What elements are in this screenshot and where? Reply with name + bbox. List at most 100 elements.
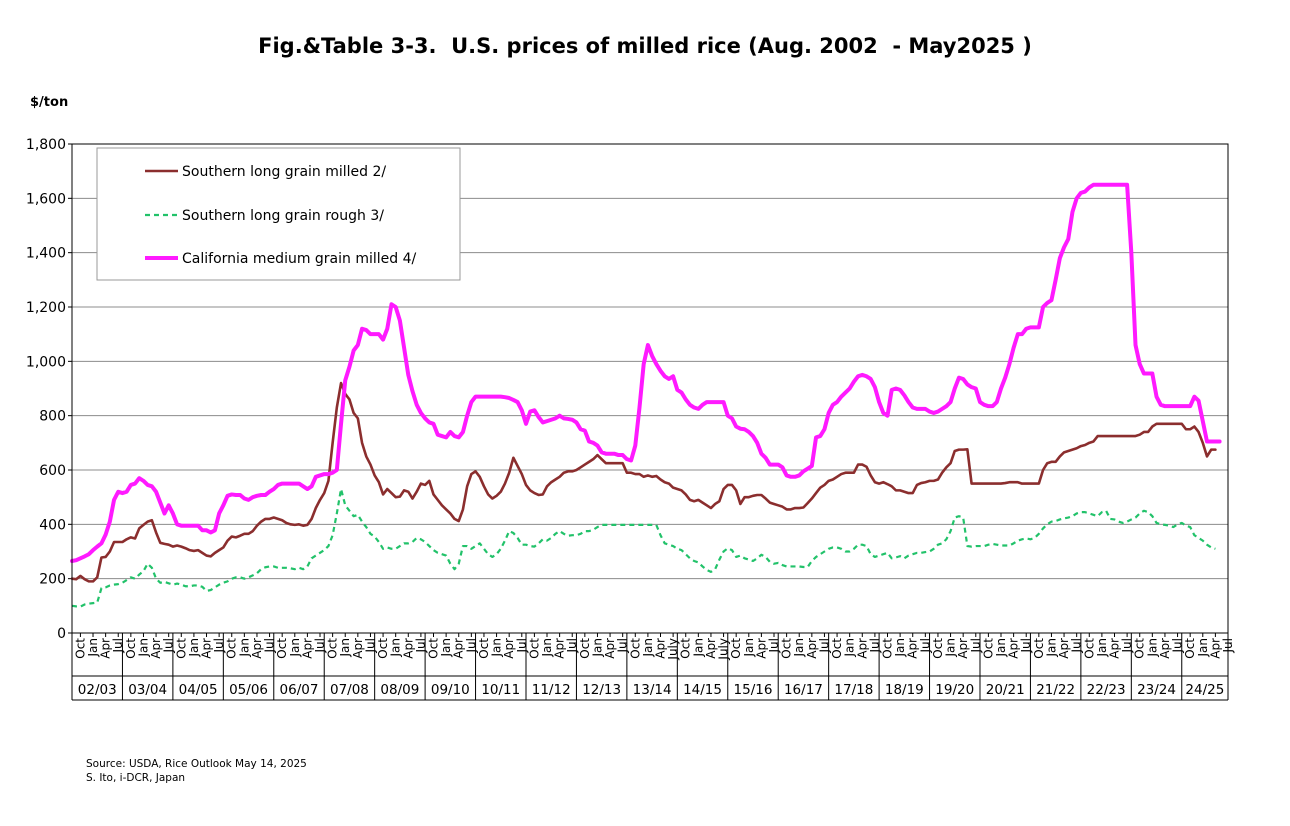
- x-tick-label: Jan: [1044, 638, 1058, 658]
- x-tick-label: Jan: [288, 638, 302, 658]
- x-tick-label: Jul: [464, 638, 478, 653]
- x-tick-label: Jan: [893, 638, 907, 658]
- x-tick-label: Oct: [477, 638, 491, 659]
- x-tick-label: Jul: [212, 638, 226, 653]
- marketing-year-label: 05/06: [229, 682, 268, 698]
- source-note: Source: USDA, Rice Outlook May 14, 2025: [86, 758, 307, 770]
- x-tick-label: Apr: [1158, 638, 1172, 659]
- x-tick-label: Jul: [565, 638, 579, 653]
- x-tick-label: Oct: [124, 638, 138, 659]
- author-note: S. Ito, i-DCR, Japan: [86, 772, 186, 784]
- x-tick-label: Apr: [603, 638, 617, 659]
- series-lines: [70, 182, 1222, 608]
- x-tick-label: Jan: [590, 638, 604, 658]
- x-tick-label: Apr: [149, 638, 163, 659]
- x-tick-label: Apr: [401, 638, 415, 659]
- x-tick-label: Oct: [1133, 638, 1147, 659]
- x-tick-label: Oct: [578, 638, 592, 659]
- y-tick-label: 1,800: [26, 137, 66, 153]
- x-tick-label: Apr: [805, 638, 819, 659]
- x-tick-label: Jul: [1070, 638, 1084, 653]
- x-tick-label: Jul: [515, 638, 529, 653]
- x-tick-label: Apr: [300, 638, 314, 659]
- x-tick-label: Oct: [427, 638, 441, 659]
- x-tick-label: Apr: [1208, 638, 1222, 659]
- y-tick-label: 1,200: [26, 300, 66, 316]
- plot-area-frame: [71, 143, 1229, 634]
- marketing-year-label: 22/23: [1087, 682, 1126, 698]
- marketing-year-label: 03/04: [128, 682, 167, 698]
- y-tick-label: 600: [39, 463, 66, 479]
- y-tick-label: 1,400: [26, 246, 66, 262]
- x-tick-label: Apr: [502, 638, 516, 659]
- x-tick-label: Jul: [918, 638, 932, 653]
- legend-label: Southern long grain rough 3/: [182, 208, 384, 224]
- x-tick-label: Oct: [830, 638, 844, 659]
- x-tick-label: Apr: [1057, 638, 1071, 659]
- x-tick-label: Apr: [754, 638, 768, 659]
- x-tick-label: Apr: [956, 638, 970, 659]
- x-tick-label: Oct: [981, 638, 995, 659]
- x-tick-label: Apr: [855, 638, 869, 659]
- marketing-year-label: 24/25: [1185, 682, 1224, 698]
- marketing-year-label: 18/19: [885, 682, 924, 698]
- x-tick-label: Jan: [792, 638, 806, 658]
- x-tick-label: Oct: [628, 638, 642, 659]
- series-line: [71, 487, 1216, 608]
- x-tick-label: Jul: [313, 638, 327, 653]
- x-tick-label: Apr: [704, 638, 718, 659]
- x-tick-label: Apr: [99, 638, 113, 659]
- x-tick-label: Jul: [1120, 638, 1134, 653]
- x-tick-label: Jul: [767, 638, 781, 653]
- series-line: [70, 381, 1217, 583]
- x-tick-label: Apr: [452, 638, 466, 659]
- x-tick-label: Jul: [162, 638, 176, 653]
- marketing-year-label: 06/07: [280, 682, 319, 698]
- y-tick-label: 800: [39, 409, 66, 425]
- x-tick-label: Oct: [376, 638, 390, 659]
- x-tick-label: July: [717, 638, 731, 661]
- x-tick-label: Jul: [414, 638, 428, 653]
- x-tick-label: Jan: [843, 638, 857, 658]
- legend: Southern long grain milled 2/Southern lo…: [96, 147, 461, 281]
- x-tick-label: Jul: [111, 638, 125, 653]
- x-tick-label: Apr: [1007, 638, 1021, 659]
- x-tick-label: Jan: [944, 638, 958, 658]
- marketing-year-label: 10/11: [481, 682, 520, 698]
- x-tick-label: Jan: [641, 638, 655, 658]
- x-tick-label: Jan: [490, 638, 504, 658]
- marketing-year-label: 15/16: [734, 682, 773, 698]
- marketing-year-label: 13/14: [633, 682, 672, 698]
- y-axis-ticks: 0 200 400 600 800 1,000 1,200 1,400 1,600 1,800: [26, 137, 72, 642]
- marketing-year-label: 19/20: [935, 682, 974, 698]
- x-tick-label: Jan: [187, 638, 201, 658]
- x-tick-label: Jan: [691, 638, 705, 658]
- x-tick-label: Apr: [200, 638, 214, 659]
- marketing-year-label: 14/15: [683, 682, 722, 698]
- x-tick-label: Apr: [351, 638, 365, 659]
- y-tick-label: 400: [39, 517, 66, 533]
- x-tick-label: Jan: [136, 638, 150, 658]
- x-tick-label: Oct: [780, 638, 794, 659]
- x-tick-label: Jan: [1196, 638, 1210, 658]
- y-tick-label: 1,600: [26, 191, 66, 207]
- y-tick-label: 0: [57, 626, 66, 642]
- x-tick-label: Jan: [338, 638, 352, 658]
- marketing-year-label: 20/21: [986, 682, 1025, 698]
- y-tick-label: 1,000: [26, 354, 66, 370]
- x-tick-label: Oct: [679, 638, 693, 659]
- marketing-year-label: 11/12: [532, 682, 571, 698]
- x-tick-label: Jan: [439, 638, 453, 658]
- marketing-year-label: 07/08: [330, 682, 369, 698]
- legend-label: Southern long grain milled 2/: [182, 164, 386, 180]
- y-axis-unit: $/ton: [30, 95, 69, 110]
- marketing-year-label: 12/13: [582, 682, 621, 698]
- legend-label: California medium grain milled 4/: [182, 251, 417, 267]
- marketing-year-label: 21/22: [1036, 682, 1075, 698]
- x-tick-label: Jan: [86, 638, 100, 658]
- x-tick-label: Jan: [540, 638, 554, 658]
- x-tick-label: Jan: [389, 638, 403, 658]
- x-tick-label: Apr: [553, 638, 567, 659]
- x-tick-label: Apr: [250, 638, 264, 659]
